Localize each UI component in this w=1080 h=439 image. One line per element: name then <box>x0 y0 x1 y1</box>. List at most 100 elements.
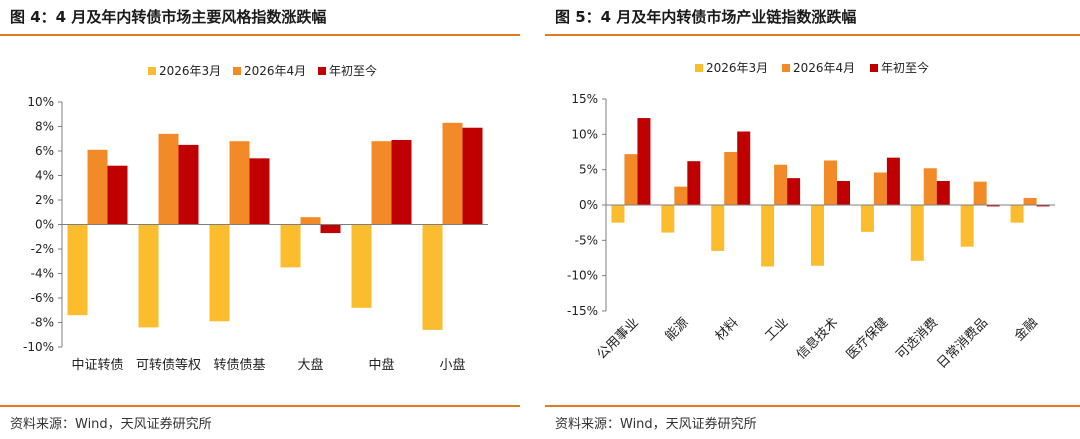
bar-april <box>624 154 638 205</box>
y-tick-label: 6% <box>35 144 54 158</box>
bar-ytd <box>787 178 801 205</box>
y-tick-label: -5% <box>575 233 598 247</box>
bar-ytd <box>249 158 270 225</box>
x-category-label: 公用事业 <box>594 315 641 362</box>
bar-ytd <box>1036 205 1050 207</box>
left-chart-title: 图 4：4 月及年内转债市场主要风格指数涨跌幅 <box>10 8 327 26</box>
bar-march <box>811 205 824 266</box>
bar-ytd <box>837 180 850 205</box>
legend-swatch <box>148 67 156 75</box>
right-chart-panel: 图 5：4 月及年内转债市场产业链指数涨跌幅 15% 10% 5% 0% -5% -10%… <box>545 0 1080 439</box>
bar-april <box>973 181 987 205</box>
bar-ytd <box>462 127 483 225</box>
x-category-label: 金融 <box>1011 315 1041 345</box>
bar-march <box>960 205 974 247</box>
legend-swatch <box>233 67 241 75</box>
left-source-note: 资料来源：Wind，天风证券研究所 <box>10 417 212 432</box>
y-tick-label: 8% <box>35 120 54 134</box>
bar-march <box>422 224 443 330</box>
bar-april <box>442 122 463 225</box>
bar-april <box>774 164 788 205</box>
left-top-rule <box>0 34 520 36</box>
y-tick-label: 0% <box>579 198 598 212</box>
y-tick-label: -4% <box>31 267 54 281</box>
right-top-rule <box>545 34 1080 36</box>
bar-ytd <box>936 180 950 205</box>
legend-label: 2026年3月 <box>159 64 221 78</box>
legend-swatch <box>870 64 878 72</box>
bar-march <box>138 224 159 328</box>
bar-march <box>661 205 675 233</box>
x-category-label: 医疗保健 <box>844 315 891 362</box>
bar-april <box>1023 197 1037 205</box>
x-category-label: 小盘 <box>439 357 465 373</box>
bar-april <box>229 141 250 225</box>
legend-label: 2026年4月 <box>244 64 306 78</box>
legend-swatch <box>782 64 790 72</box>
bar-ytd <box>107 165 128 225</box>
x-category-label: 材料 <box>713 315 742 344</box>
bar-march <box>351 224 372 308</box>
legend-label: 2026年3月 <box>706 61 768 75</box>
left-chart-panel: 图 4：4 月及年内转债市场主要风格指数涨跌幅 10% 8% 6% 4% 2% 0% -2%… <box>0 0 520 439</box>
x-category-label: 中盘 <box>368 357 394 373</box>
y-tick-label: 0% <box>35 218 54 232</box>
bar-april <box>824 160 837 205</box>
bar-march <box>761 205 775 267</box>
bar-april <box>674 186 688 205</box>
bar-april <box>371 141 392 225</box>
x-category-label: 中证转债 <box>71 358 123 373</box>
left-bar-chart: 10% 8% 6% 4% 2% 0% -2% -4% -6% -8% -10% 中证转债 可转债等权 转债… <box>23 63 488 373</box>
x-category-label: 信息技术 <box>793 315 841 363</box>
y-tick-label: -15% <box>567 304 598 318</box>
bar-march <box>280 224 301 268</box>
bar-march <box>860 205 874 232</box>
bar-march <box>209 224 230 322</box>
right-bottom-rule <box>545 405 1080 407</box>
y-tick-label: 2% <box>35 193 54 207</box>
bar-april <box>300 217 321 225</box>
y-tick-label: 10% <box>27 95 54 109</box>
y-tick-label: 4% <box>35 169 54 183</box>
bar-april <box>158 133 179 225</box>
bar-ytd <box>637 118 651 205</box>
y-tick-label: 5% <box>579 163 598 177</box>
y-tick-label: -10% <box>23 340 54 354</box>
y-tick-label: 10% <box>571 127 598 141</box>
y-tick-label: 15% <box>571 92 598 106</box>
legend-label: 年初至今 <box>881 60 929 75</box>
y-tick-label: -6% <box>31 291 54 305</box>
x-category-label: 大盘 <box>297 357 323 373</box>
legend-swatch <box>695 64 703 72</box>
x-category-label: 日常消费品 <box>934 315 991 372</box>
bar-april <box>923 168 937 205</box>
x-category-label: 可选消费 <box>894 315 941 362</box>
bar-ytd <box>737 131 751 205</box>
bar-march <box>611 205 625 223</box>
x-category-label: 能源 <box>663 315 692 344</box>
bar-ytd <box>320 224 341 234</box>
right-source-note: 资料来源：Wind，天风证券研究所 <box>555 417 757 432</box>
right-chart-title: 图 5：4 月及年内转债市场产业链指数涨跌幅 <box>555 8 857 26</box>
bar-march <box>67 224 88 316</box>
bar-april <box>873 172 887 205</box>
x-category-label: 转债债基 <box>213 358 265 373</box>
bar-ytd <box>986 205 1000 207</box>
bar-april <box>724 152 738 205</box>
bar-ytd <box>687 161 701 205</box>
right-bar-chart: 15% 10% 5% 0% -5% -10% -15%公用事业 能源 材料 工业 信息技术 医疗保健可… <box>567 60 1055 372</box>
y-tick-label: -10% <box>567 269 598 283</box>
bar-ytd <box>178 144 199 225</box>
y-tick-label: -8% <box>31 316 54 330</box>
y-tick-label: -2% <box>31 242 54 256</box>
bar-march <box>1010 205 1024 223</box>
bar-march <box>910 205 924 261</box>
left-bottom-rule <box>0 405 520 407</box>
bar-ytd <box>391 139 412 225</box>
bar-april <box>87 149 108 225</box>
x-category-label: 可转债等权 <box>136 357 201 373</box>
bar-ytd <box>886 157 900 205</box>
legend-label: 2026年4月 <box>793 61 855 75</box>
legend-swatch <box>318 67 326 75</box>
legend-label: 年初至今 <box>329 63 377 78</box>
